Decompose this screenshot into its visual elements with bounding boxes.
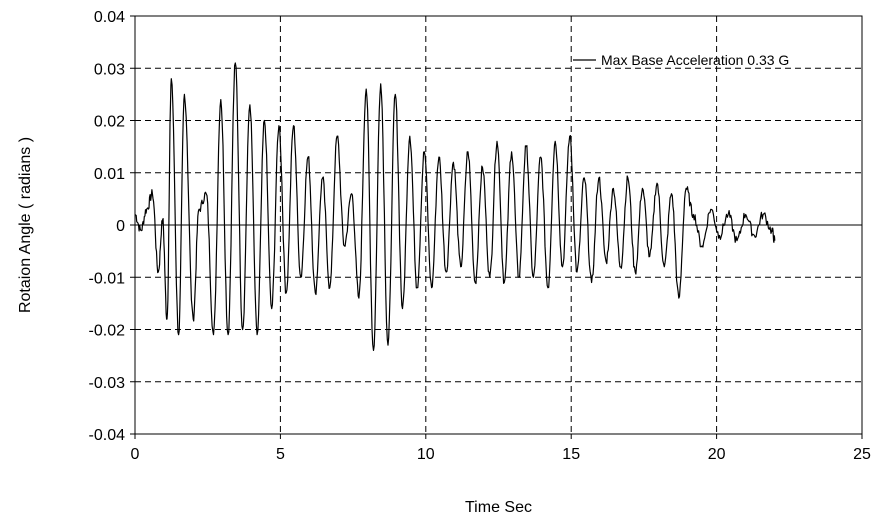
x-axis-ticks: 0 5 10 15 20 25 [131, 434, 871, 463]
y-tick-label: 0.02 [94, 114, 125, 131]
y-tick-label: -0.01 [89, 270, 126, 287]
x-tick-label: 0 [131, 446, 140, 463]
grid [135, 16, 862, 434]
x-tick-label: 5 [276, 446, 285, 463]
legend: Max Base Acceleration 0.33 G [573, 52, 789, 68]
y-tick-label: 0.01 [94, 166, 125, 183]
x-tick-label: 20 [708, 446, 726, 463]
y-tick-label: -0.02 [89, 323, 126, 340]
y-axis-title: Rotaion Angle ( radians ) [17, 137, 34, 313]
y-tick-label: -0.03 [89, 375, 126, 392]
y-tick-label: 0 [116, 218, 125, 235]
legend-label: Max Base Acceleration 0.33 G [601, 52, 789, 68]
y-tick-label: 0.04 [94, 9, 125, 26]
y-tick-label: 0.03 [94, 61, 125, 78]
x-tick-label: 15 [562, 446, 580, 463]
y-tick-label: -0.04 [89, 427, 126, 444]
series-line [134, 62, 776, 351]
y-axis-ticks: 0.04 0.03 0.02 0.01 0 -0.01 -0.02 -0.03 -0.04 [89, 9, 135, 444]
x-tick-label: 10 [417, 446, 435, 463]
x-tick-label: 25 [853, 446, 871, 463]
x-axis-title: Time Sec [465, 499, 532, 516]
